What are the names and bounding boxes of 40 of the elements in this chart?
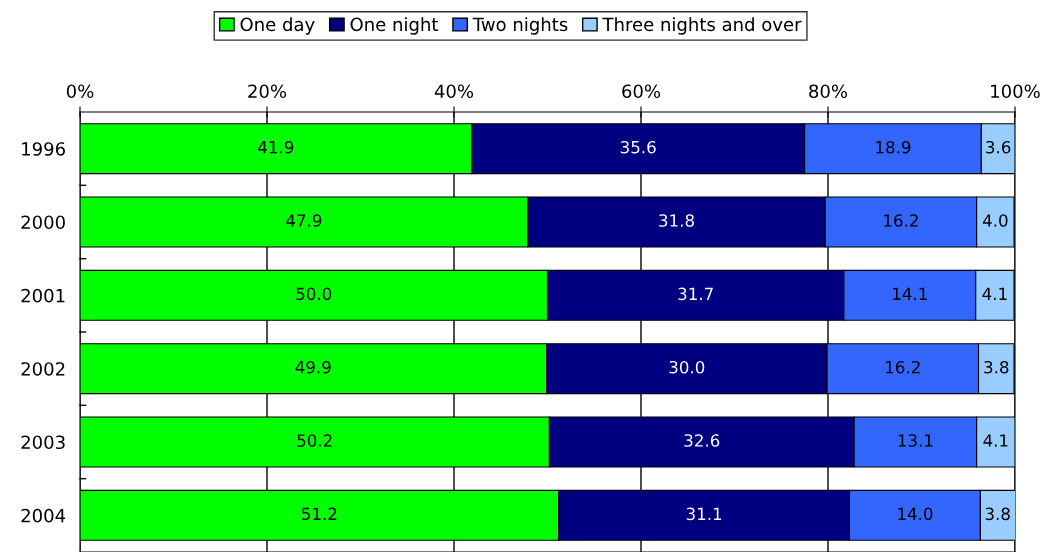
data-label: 50.0 [296,287,332,301]
legend-label: One day [240,17,315,35]
data-label: 14.0 [898,507,933,521]
data-label: 13.1 [898,434,933,447]
data-label: 3.8 [984,360,1009,374]
data-label: 30.0 [669,360,705,374]
data-label: 16.2 [884,214,918,227]
data-label: 14.1 [893,287,927,300]
data-label: 31.8 [659,214,694,227]
data-label: 16.2 [886,360,920,374]
y-tick-label: 2002 [21,362,65,376]
x-tick-label: 0% [66,84,94,99]
data-label: 35.6 [620,140,656,154]
data-label: 47.9 [286,214,322,227]
legend-label: Two nights [472,17,568,35]
data-label: 3.6 [986,140,1011,154]
data-label: 31.1 [686,507,722,521]
data-label: 3.8 [985,507,1010,521]
x-tick-label: 60% [622,84,661,99]
y-tick-label: 2001 [21,288,65,303]
x-tick-label: 20% [248,84,287,99]
data-label: 4.1 [983,434,1008,447]
y-tick-label: 1996 [22,142,65,156]
data-label: 18.9 [876,140,911,154]
data-label: 50.2 [297,434,332,447]
y-tick-label: 2004 [21,508,66,523]
data-label: 4.0 [982,214,1008,227]
legend-label: Three nights and over [602,17,802,35]
legend-label: One night [350,17,439,35]
data-label: 32.6 [684,434,720,447]
data-label: 31.7 [678,287,713,301]
x-tick-label: 80% [809,84,848,99]
x-tick-label: 100% [991,84,1040,99]
data-label: 51.2 [302,507,337,521]
data-label: 41.9 [258,140,294,154]
y-tick-label: 2003 [21,435,65,450]
data-label: 4.1 [982,287,1007,300]
x-tick-label: 40% [434,84,474,99]
y-tick-label: 2000 [21,215,65,230]
data-label: 49.9 [295,360,331,374]
